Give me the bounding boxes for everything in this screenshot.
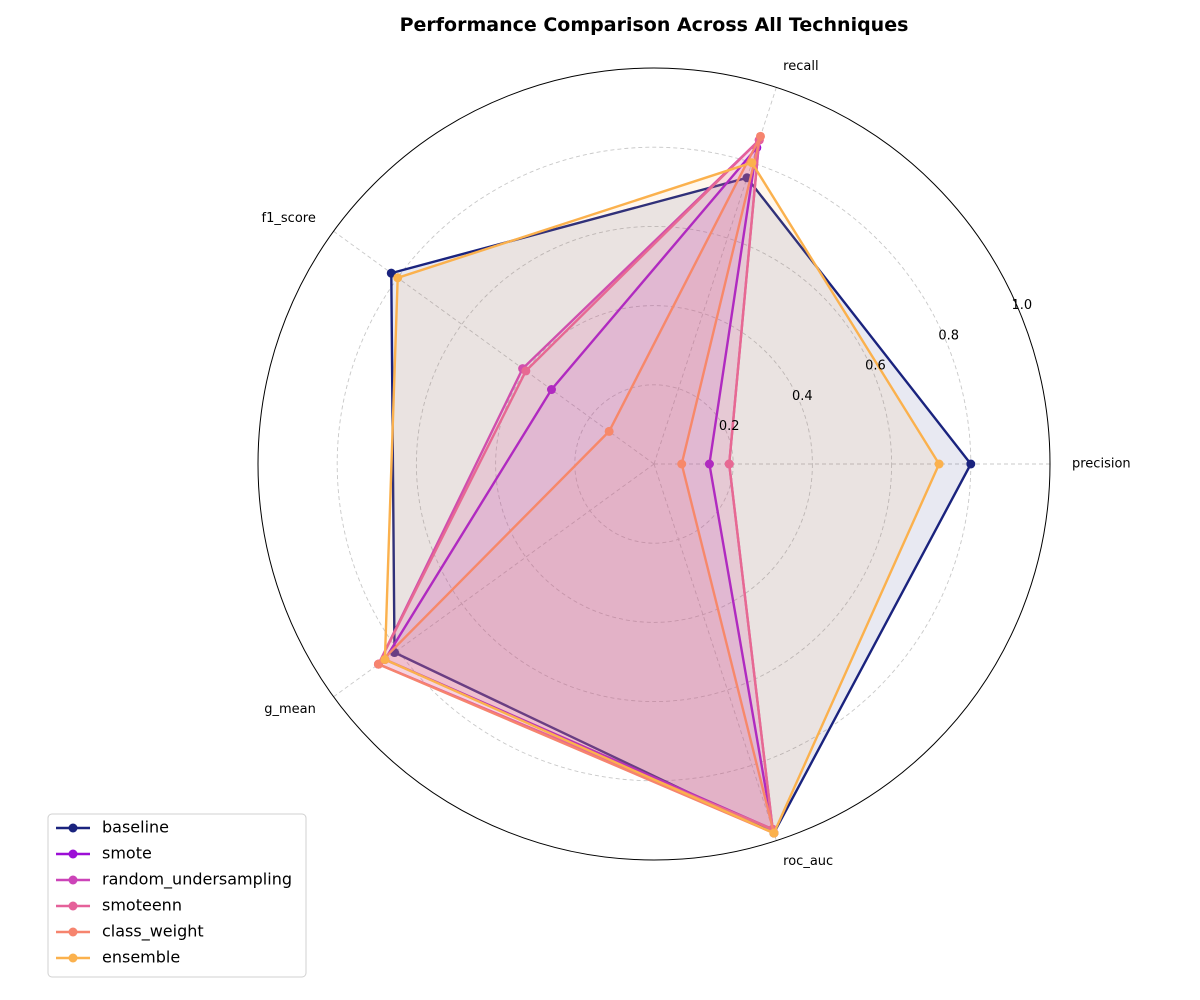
point-baseline-f1_score	[386, 268, 396, 278]
point-class_weight-precision	[677, 459, 687, 469]
legend-swatch-marker	[68, 875, 78, 885]
series-area-ensemble	[384, 162, 940, 834]
rtick-label-1: 0.4	[792, 389, 813, 404]
axis-label-layer: precision recall f1_score g_mean roc_auc	[262, 59, 1131, 869]
series-line-class_weight	[377, 135, 776, 835]
legend-item-random_undersampling: random_undersampling	[56, 870, 292, 890]
spoke-roc_auc	[653, 463, 777, 841]
series-area-class_weight	[378, 136, 774, 834]
rtick-label-2: 0.6	[865, 359, 886, 374]
point-class_weight-recall	[755, 131, 765, 141]
series-baseline	[386, 173, 976, 838]
axis-label-recall: recall	[783, 59, 818, 74]
rtick-label-4: 1.0	[1012, 298, 1033, 313]
legend-label: smote	[102, 844, 152, 863]
axis-label-g_mean: g_mean	[264, 702, 316, 717]
legend-label: baseline	[102, 818, 169, 837]
ticks-layer: 0.2 0.4 0.6 0.8 1.0	[719, 298, 1032, 434]
point-smoteenn-f1_score	[521, 366, 531, 376]
legend-swatch-marker	[68, 823, 78, 833]
series-area-baseline	[391, 177, 971, 834]
axis-label-precision: precision	[1072, 457, 1131, 472]
series-line-baseline	[390, 176, 972, 835]
legend-item-ensemble: ensemble	[56, 948, 180, 967]
point-smote-precision	[704, 459, 714, 469]
point-ensemble-roc_auc	[769, 828, 779, 838]
legend-swatch-marker	[68, 927, 78, 937]
legend-item-smoteenn: smoteenn	[56, 896, 182, 915]
series-area-smote	[384, 147, 773, 830]
series-line-smoteenn	[377, 138, 774, 831]
legend-frame	[47, 813, 307, 978]
point-smote-f1_score	[546, 385, 556, 395]
legend-item-class_weight: class_weight	[56, 922, 204, 942]
series-line-ensemble	[383, 161, 941, 835]
series-area-random_undersampling	[378, 140, 773, 830]
point-ensemble-f1_score	[393, 273, 403, 283]
point-ensemble-recall	[747, 158, 757, 168]
legend-swatch-marker	[68, 849, 78, 859]
point-smoteenn-precision	[724, 459, 734, 469]
series-ensemble	[380, 158, 944, 838]
grid-circle-1	[495, 305, 813, 623]
legend-item-smote: smote	[56, 844, 152, 863]
point-baseline-precision	[966, 459, 976, 469]
chart-title: Performance Comparison Across All Techni…	[400, 14, 909, 36]
point-class_weight-g_mean	[373, 659, 383, 669]
legend-item-baseline: baseline	[56, 818, 169, 837]
legend-label: random_undersampling	[102, 870, 292, 890]
axis-label-roc_auc: roc_auc	[783, 854, 833, 869]
series-layer	[373, 131, 976, 838]
spoke-f1_score	[333, 230, 655, 465]
legend-swatch-marker	[68, 953, 78, 963]
axis-label-f1_score: f1_score	[262, 211, 316, 226]
grid-circle-2	[415, 225, 893, 703]
legend-label: smoteenn	[102, 896, 182, 915]
legend-label: class_weight	[102, 922, 204, 942]
legend-swatch-marker	[68, 901, 78, 911]
point-class_weight-f1_score	[604, 426, 614, 436]
legend: baseline smote random_undersamplingsmoteen…	[47, 813, 307, 978]
legend-label: ensemble	[102, 948, 180, 967]
point-ensemble-precision	[934, 459, 944, 469]
point-ensemble-g_mean	[380, 655, 390, 665]
rtick-label-3: 0.8	[938, 328, 959, 343]
series-line-smote	[383, 146, 774, 831]
rtick-label-0: 0.2	[719, 419, 740, 434]
series-class_weight	[373, 131, 779, 838]
series-area-smoteenn	[378, 140, 773, 830]
outer-boundary	[257, 67, 1051, 861]
